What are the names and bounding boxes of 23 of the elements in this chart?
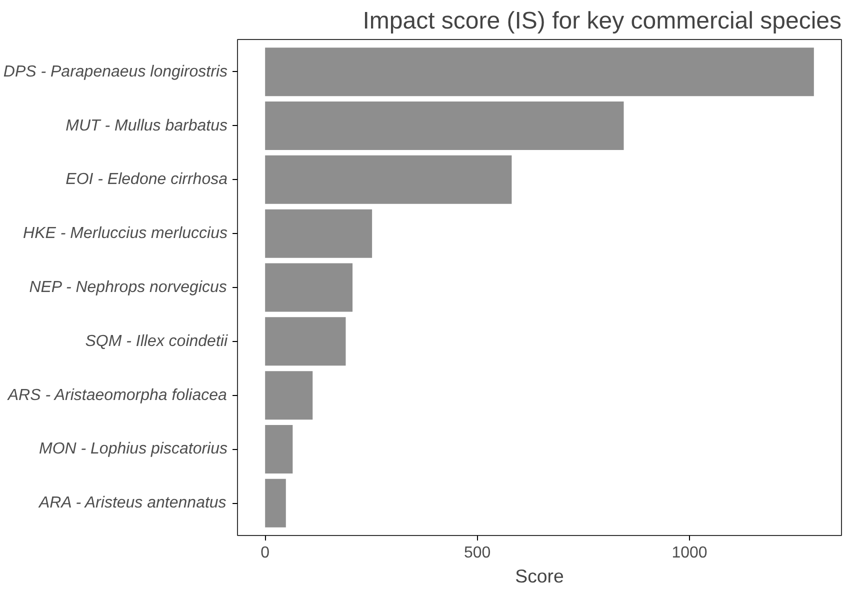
- bar: [265, 263, 353, 312]
- bar: [265, 102, 624, 150]
- y-tick-label: NEP - Nephrops norvegicus: [29, 279, 227, 296]
- bar: [265, 478, 286, 528]
- y-tick-label: EOI - Eledone cirrhosa: [66, 171, 228, 188]
- bar: [265, 48, 814, 96]
- bar: [265, 155, 512, 204]
- chart-title: Impact score (IS) for key commercial species: [362, 8, 842, 34]
- bar: [265, 371, 313, 420]
- x-tick-label: 1000: [672, 544, 708, 562]
- y-tick-label: ARS - Aristaeomorpha foliacea: [6, 386, 228, 404]
- y-tick-label: MON - Lophius piscatorius: [38, 440, 228, 458]
- y-tick-label: SQM - Illex coindetii: [85, 332, 228, 350]
- bar: [265, 317, 346, 366]
- y-tick-label: ARA - Aristeus antennatus: [38, 494, 226, 512]
- y-tick-label: MUT - Mullus barbatus: [66, 117, 228, 134]
- x-tick-label: 500: [464, 544, 491, 562]
- bar: [265, 209, 372, 258]
- x-tick-label: 0: [260, 544, 270, 562]
- x-axis-title: Score: [515, 566, 564, 586]
- y-tick-label: HKE - Merluccius merluccius: [23, 225, 228, 242]
- bar: [265, 424, 293, 474]
- y-tick-label: DPS - Parapenaeus longirostris: [3, 63, 228, 80]
